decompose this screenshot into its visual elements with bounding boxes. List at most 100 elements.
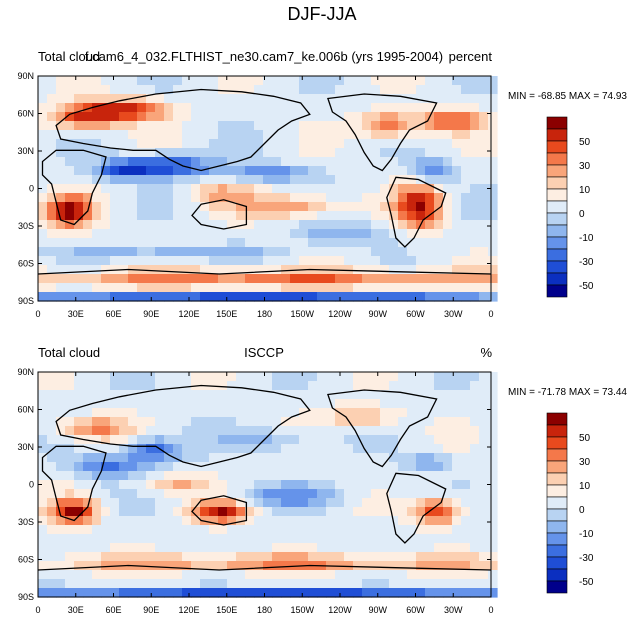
longitude-tick-label: 30E (68, 309, 84, 319)
latitude-tick-label: 30S (18, 517, 34, 527)
longitude-tick-label: 0 (488, 309, 493, 319)
colorbar-swatch (546, 140, 568, 154)
longitude-tick-label: 180 (257, 309, 272, 319)
longitude-tick-label: 0 (488, 605, 493, 615)
panel-source-label: ISCCP (244, 345, 284, 360)
latitude-tick-label: 60S (18, 555, 34, 565)
min-value: MIN = -71.78 (508, 387, 567, 398)
colorbar-tick-label: -50 (579, 577, 594, 588)
longitude-tick-label: 90W (368, 309, 387, 319)
min-value: MIN = -68.85 (508, 91, 567, 102)
longitude-tick-label: 30W (444, 309, 463, 319)
colorbar-swatch (546, 116, 568, 130)
longitude-tick-label: 150E (216, 309, 237, 319)
latitude-tick-label: 30S (18, 221, 34, 231)
colorbar-tick-label: 50 (579, 137, 591, 148)
colorbar-swatch (546, 260, 568, 274)
longitude-tick-label: 90E (143, 309, 159, 319)
colorbar-swatch (546, 484, 568, 498)
longitude-tick-label: 120W (328, 605, 352, 615)
latitude-tick-label: 60S (18, 259, 34, 269)
latitude-tick-label: 60N (17, 405, 34, 415)
colorbar-swatch (546, 448, 568, 462)
colorbar-swatch (546, 284, 568, 298)
longitude-tick-label: 0 (35, 605, 40, 615)
colorbar-swatch (546, 164, 568, 178)
min-max-readout: MIN = -68.85 MAX = 74.93 (508, 91, 627, 102)
figure-title: DJF-JJA (287, 4, 357, 24)
colorbar-swatch (546, 128, 568, 142)
colorbar-swatch (546, 248, 568, 262)
colorbar-swatch (546, 224, 568, 238)
contour-fill (38, 372, 498, 598)
colorbar-swatch (546, 460, 568, 474)
latitude-tick-label: 90N (17, 367, 34, 377)
latitude-tick-label: 90N (17, 71, 34, 81)
longitude-tick-label: 30E (68, 605, 84, 615)
longitude-tick-label: 120W (328, 309, 352, 319)
longitude-tick-label: 60W (406, 309, 425, 319)
longitude-tick-label: 180 (257, 605, 272, 615)
colorbar-swatch (546, 520, 568, 534)
colorbar-tick-label: -30 (579, 553, 594, 564)
colorbar-swatch (546, 436, 568, 450)
colorbar-tick-label: 10 (579, 481, 591, 492)
colorbar-swatch (546, 472, 568, 486)
panel-case-label: f.cam6_4_032.FLTHIST_ne30.cam7_ke.006b (… (84, 49, 444, 64)
longitude-tick-label: 150W (290, 309, 314, 319)
colorbar-tick-label: -30 (579, 257, 594, 268)
colorbar-swatch (546, 200, 568, 214)
colorbar: 50 30 10 0 -10 -30 -50 (546, 116, 594, 298)
longitude-tick-label: 90W (368, 605, 387, 615)
colorbar-swatch (546, 556, 568, 570)
latitude-tick-label: 0 (29, 480, 34, 490)
colorbar-tick-label: 30 (579, 457, 591, 468)
latitude-tick-label: 30N (17, 442, 34, 452)
colorbar-swatch (546, 508, 568, 522)
colorbar-tick-label: 30 (579, 161, 591, 172)
longitude-tick-label: 150E (216, 605, 237, 615)
latitude-tick-label: 0 (29, 184, 34, 194)
colorbar-tick-label: -10 (579, 233, 594, 244)
contour-fill (38, 76, 498, 302)
coastline (37, 384, 492, 571)
longitude-tick-label: 150W (290, 605, 314, 615)
panel-variable-label: Total cloud (38, 345, 101, 360)
longitude-tick-label: 60W (406, 605, 425, 615)
colorbar-swatch (546, 176, 568, 190)
map-panel-model: Total cloud f.cam6_4_032.FLTHIST_ne30.ca… (0, 46, 644, 346)
longitude-tick-label: 30W (444, 605, 463, 615)
panel-units-label: % (480, 345, 492, 360)
longitude-tick-label: 60E (105, 309, 121, 319)
colorbar-swatch (546, 236, 568, 250)
colorbar-tick-label: -10 (579, 529, 594, 540)
latitude-tick-label: 60N (17, 109, 34, 119)
colorbar-swatch (546, 580, 568, 594)
colorbar-swatch (546, 272, 568, 286)
longitude-tick-label: 0 (35, 309, 40, 319)
latitude-tick-label: 90S (18, 296, 34, 306)
max-value: MAX = 74.93 (568, 91, 627, 102)
colorbar-swatch (546, 412, 568, 426)
colorbar-swatch (546, 532, 568, 546)
max-value: MAX = 73.44 (568, 387, 627, 398)
longitude-tick-label: 60E (105, 605, 121, 615)
longitude-tick-label: 90E (143, 605, 159, 615)
latitude-tick-label: 90S (18, 592, 34, 602)
colorbar-swatch (546, 188, 568, 202)
latitude-tick-label: 30N (17, 146, 34, 156)
map-panel-observations: Total cloud ISCCP % MIN = -71.78 MAX = 7… (0, 342, 644, 642)
colorbar: 50 30 10 0 -10 -30 -50 (546, 412, 594, 594)
colorbar-swatch (546, 424, 568, 438)
longitude-tick-label: 120E (178, 605, 199, 615)
colorbar-swatch (546, 568, 568, 582)
panel-units-label: percent (448, 49, 492, 64)
colorbar-swatch (546, 496, 568, 510)
longitude-tick-label: 120E (178, 309, 199, 319)
colorbar-tick-label: 0 (579, 505, 585, 516)
colorbar-tick-label: 10 (579, 185, 591, 196)
coastline (37, 88, 492, 275)
min-max-readout: MIN = -71.78 MAX = 73.44 (508, 387, 627, 398)
